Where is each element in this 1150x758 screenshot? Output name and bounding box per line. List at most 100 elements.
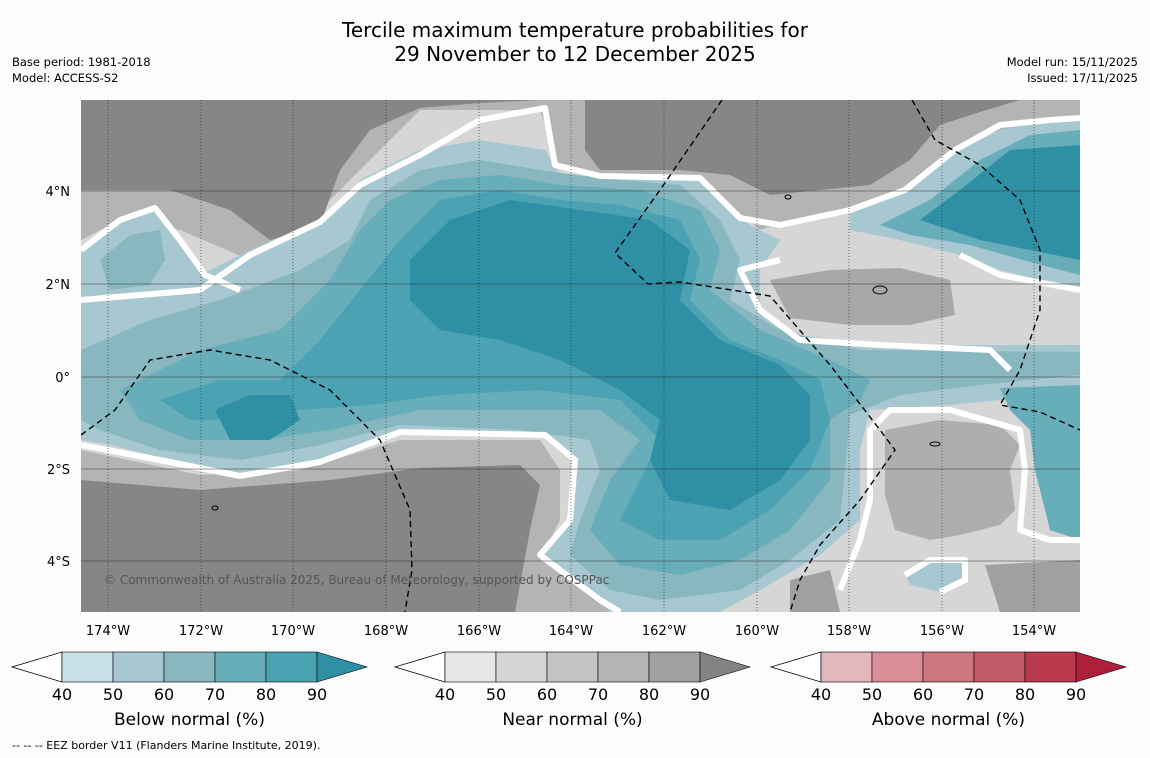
colorbar-over-arrow (699, 651, 752, 683)
y-tick: 2°S (47, 463, 70, 478)
colorbar-cell (495, 651, 548, 683)
x-tick: 158°W (827, 624, 871, 639)
colorbar-tick: 60 (913, 685, 933, 704)
model-run: Model run: 15/11/2025 (1006, 55, 1138, 69)
colorbar-tick: 50 (486, 685, 506, 704)
x-tick: 172°W (179, 624, 223, 639)
y-axis-ticks: 4°N 2°N 0° 2°S 4°S (46, 185, 71, 570)
model-name: Model: ACCESS-S2 (12, 71, 119, 85)
colorbar-cell (648, 651, 701, 683)
boundary-southeast (837, 407, 1080, 592)
islands (211, 194, 941, 511)
below-normal-90-core (410, 200, 810, 510)
colorbar-cell (597, 651, 650, 683)
colorbar-cell (546, 651, 599, 683)
north-dark-band-east (585, 100, 1020, 195)
southeast-grey (885, 420, 1020, 540)
colorbar-cell (163, 651, 216, 683)
y-tick: 4°N (46, 185, 71, 200)
east-below-normal (1000, 385, 1080, 540)
base-period: Base period: 1981-2018 (12, 55, 151, 69)
colorbar-under-arrow (10, 651, 63, 683)
meta-left: Base period: 1981-2018 Model: ACCESS-S2 (12, 54, 151, 86)
colorbar-cell (871, 651, 924, 683)
x-tick: 156°W (920, 624, 964, 639)
island-small-3 (929, 441, 941, 447)
southeast-corner-grey (985, 560, 1080, 612)
colorbar-title: Below normal (%) (114, 710, 265, 730)
lat-gridlines (81, 190, 1080, 562)
below-normal-90-west (215, 395, 300, 440)
colorbar-tick: 40 (811, 685, 831, 704)
y-tick: 2°N (46, 278, 71, 293)
south-dark-band (81, 465, 540, 612)
y-tick: 0° (55, 371, 70, 386)
island-kiritimati (872, 285, 888, 295)
x-tick: 162°W (642, 624, 686, 639)
colorbar-cell (922, 651, 975, 683)
colorbar-tick: 90 (307, 685, 327, 704)
colorbar-over-arrow (316, 651, 369, 683)
colorbar-tick: 90 (690, 685, 710, 704)
north-dark-band (81, 100, 540, 240)
colorbar-cell (1024, 651, 1077, 683)
colorbar-under-arrow (769, 651, 822, 683)
gridlines (107, 100, 1035, 612)
colorbar-tick: 80 (639, 685, 659, 704)
colorbar-tick: 60 (537, 685, 557, 704)
colorbar-tick: 70 (588, 685, 608, 704)
tercile-boundaries (81, 105, 1080, 612)
boundary-north (81, 105, 1080, 303)
boundary-northwest (81, 205, 242, 293)
x-tick: 168°W (364, 624, 408, 639)
eez-east (911, 100, 1080, 431)
northeast-below-normal-90 (920, 145, 1080, 260)
x-tick: 164°W (549, 624, 593, 639)
probability-map: © Commonwealth of Australia 2025, Bureau… (81, 100, 1080, 612)
colorbar-cell (444, 651, 497, 683)
colorbar-tick: 40 (435, 685, 455, 704)
colorbar-tick: 80 (1015, 685, 1035, 704)
northwest-below-normal-60 (100, 230, 165, 290)
bottom-center-grey (790, 570, 840, 612)
colorbar-tick: 80 (256, 685, 276, 704)
boundary-south (81, 429, 622, 612)
meta-right: Model run: 15/11/2025 Issued: 17/11/2025 (1007, 54, 1138, 86)
colorbar-title: Near normal (%) (502, 710, 642, 730)
x-tick: 166°W (457, 624, 501, 639)
central-east-grey (770, 268, 955, 325)
eez-line-islands (614, 100, 896, 612)
colorbar-tick: 40 (52, 685, 72, 704)
x-tick: 154°W (1012, 624, 1056, 639)
boundary-east-upper (958, 252, 1080, 293)
colorbar-tick: 50 (862, 685, 882, 704)
colorbar-over-arrow (1075, 651, 1128, 683)
title-line-1: Tercile maximum temperature probabilitie… (342, 18, 808, 42)
y-tick: 4°S (47, 555, 70, 570)
colorbar-tick: 50 (103, 685, 123, 704)
title-line-2: 29 November to 12 December 2025 (394, 42, 756, 66)
colorbar-cell (112, 651, 165, 683)
colorbar-1: 40 50 60 70 80 90 Near normal (%) (393, 651, 752, 730)
eez-borders (81, 100, 1080, 612)
copyright-notice: © Commonwealth of Australia 2025, Bureau… (104, 573, 609, 587)
colorbar-0: 40 50 60 70 80 90 Below normal (%) (10, 651, 369, 730)
x-axis-ticks: 174°W 172°W 170°W 168°W 166°W 164°W 162°… (86, 624, 1056, 639)
colorbar-title: Above normal (%) (872, 710, 1025, 730)
colorbar-tick: 70 (205, 685, 225, 704)
colorbar-2: 40 50 60 70 80 90 Above normal (%) (769, 651, 1128, 730)
x-tick: 170°W (271, 624, 315, 639)
colorbar-tick: 70 (964, 685, 984, 704)
x-tick: 160°W (735, 624, 779, 639)
eez-kiribati-west (81, 349, 413, 612)
issued-date: Issued: 17/11/2025 (1027, 71, 1138, 85)
colorbar-cell (214, 651, 267, 683)
colorbar-under-arrow (393, 651, 446, 683)
colorbar-cell (973, 651, 1026, 683)
island-small-2 (211, 505, 219, 511)
boundary-east-center (737, 257, 1013, 373)
colorbar-legends: 40 50 60 70 80 90 Below normal (%) 40 50 60 70 80 90… (10, 651, 1128, 730)
island-small-1 (784, 194, 792, 200)
boundary-south-pocket (903, 557, 968, 595)
